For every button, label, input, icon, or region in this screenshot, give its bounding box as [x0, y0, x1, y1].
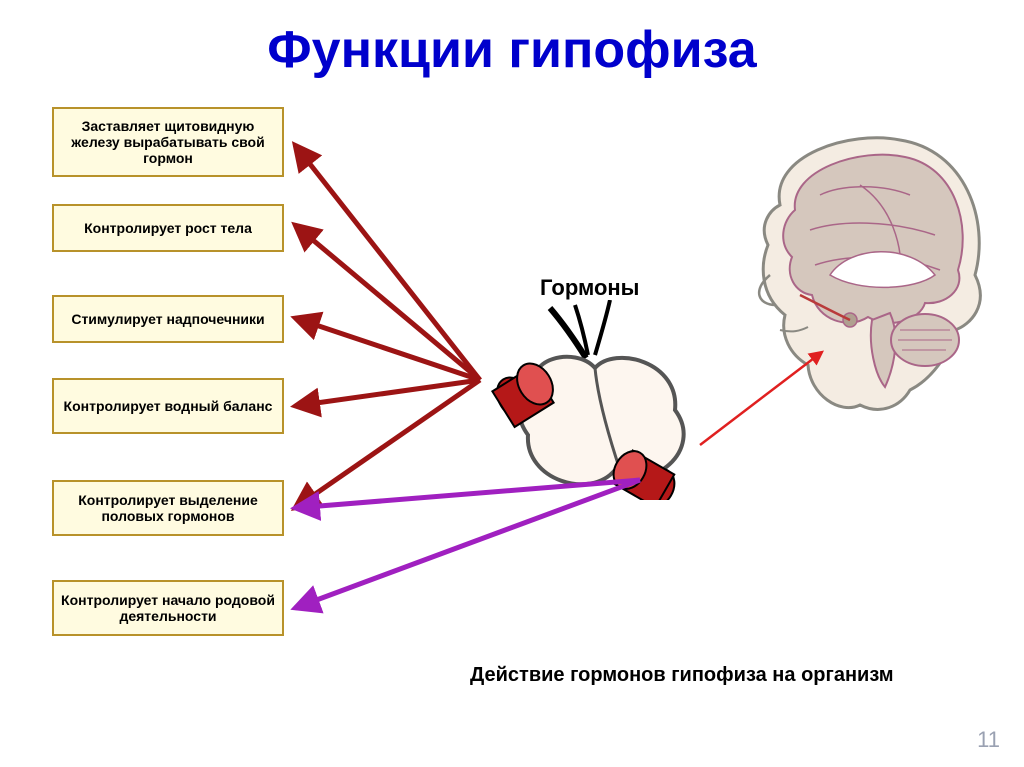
func-box-2: Контролирует рост тела — [52, 204, 284, 252]
func-box-3: Стимулирует надпочечники — [52, 295, 284, 343]
caption-label: Действие гормонов гипофиза на организм — [470, 664, 894, 687]
func-box-3-text: Стимулирует надпочечники — [71, 311, 264, 327]
func-box-4-text: Контролирует водный баланс — [64, 398, 273, 414]
brain-icon — [740, 125, 990, 415]
func-box-6-text: Контролирует начало родовой деятельности — [60, 592, 276, 624]
page-number: 11 — [977, 727, 1000, 753]
pituitary-icon — [480, 300, 710, 500]
hormones-label: Гормоны — [540, 275, 639, 301]
slide: Функции гипофиза Заставляет щитовидную ж… — [0, 0, 1024, 767]
func-box-4: Контролирует водный баланс — [52, 378, 284, 434]
func-box-5-text: Контролирует выделение половых гормонов — [60, 492, 276, 524]
func-box-2-text: Контролирует рост тела — [84, 220, 252, 236]
func-box-1-text: Заставляет щитовидную железу вырабатыват… — [60, 118, 276, 166]
func-box-5: Контролирует выделение половых гормонов — [52, 480, 284, 536]
func-box-6: Контролирует начало родовой деятельности — [52, 580, 284, 636]
func-box-1: Заставляет щитовидную железу вырабатыват… — [52, 107, 284, 177]
slide-title: Функции гипофиза — [0, 20, 1024, 80]
